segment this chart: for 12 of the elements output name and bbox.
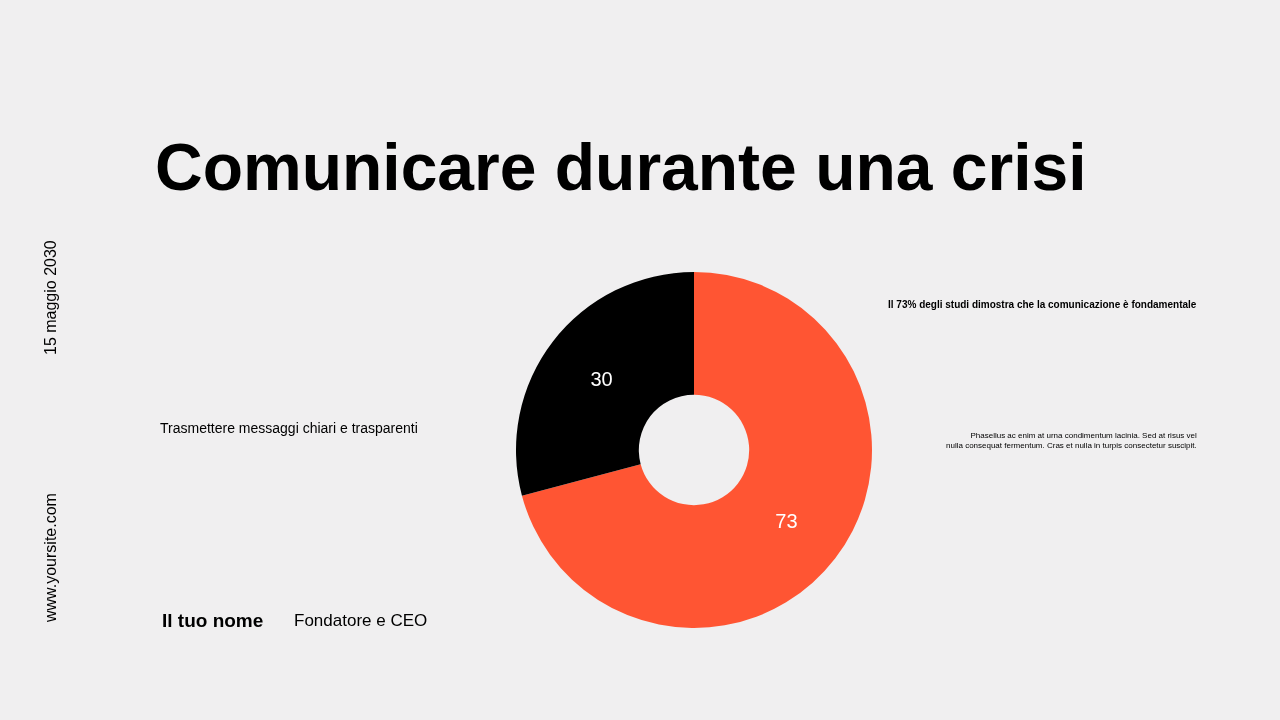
donut-slice [516,272,694,496]
chart-title: Comunicare durante una crisi [155,130,1087,205]
text: Trasmettere messaggi chiari e trasparenti [160,420,418,436]
text: 15 maggio 2030 [42,240,59,355]
donut-slice [521,272,872,628]
text: www.yoursite.com [42,493,59,623]
text: Fondatore e CEO [294,611,428,630]
text: Il 73% degli studi dimostra che la comunicazione è fondamentale [888,299,1197,310]
data-label: 30 [590,367,613,390]
text: Phasellus ac enim at urna condimentum lacinia. Sed at risus vel nulla consequat fermentum. Cras et nulla in turpis consectetur suscipit. [946,431,1198,451]
data-label: 73 [775,510,798,533]
text: Il tuo nome [162,610,264,631]
